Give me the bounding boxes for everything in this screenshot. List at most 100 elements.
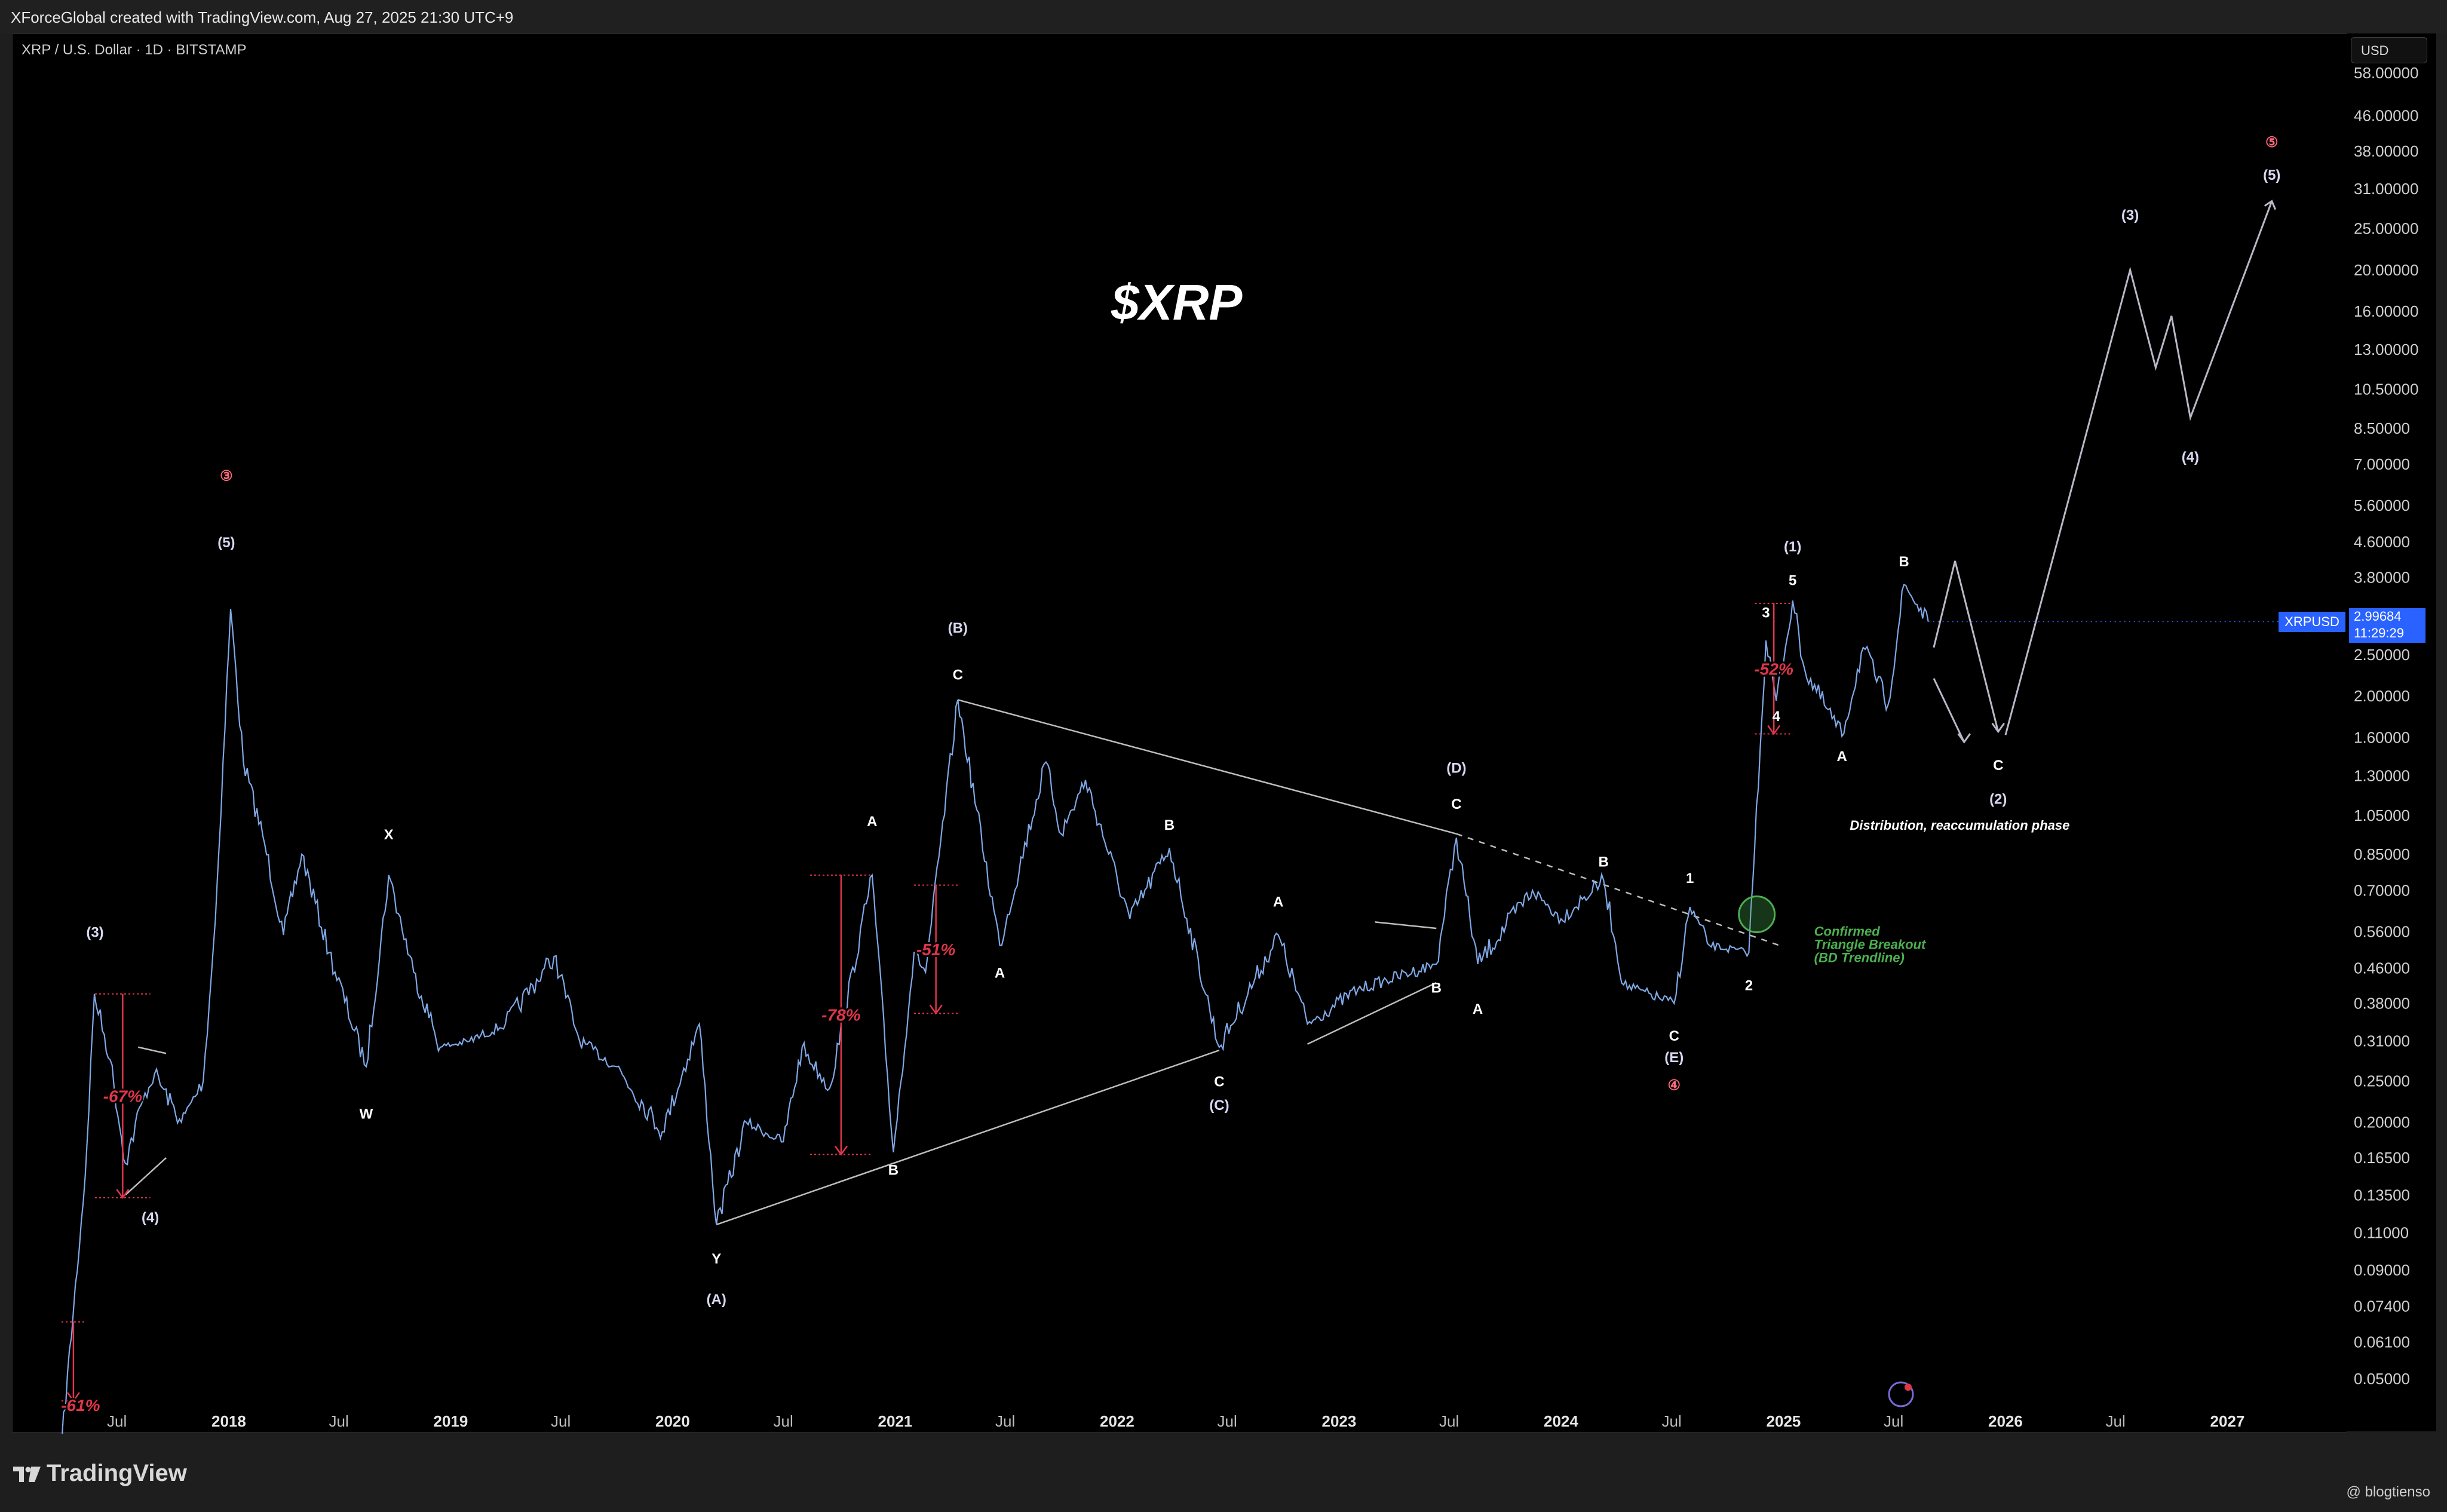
y-tick-label: 0.13500 (2354, 1186, 2410, 1204)
x-tick-label: Jul (329, 1412, 349, 1430)
wave-label: B (1899, 554, 1909, 570)
drawdown-label: -67% (103, 1087, 142, 1105)
wave-label: (5) (2263, 167, 2280, 183)
y-tick-label: 1.30000 (2354, 767, 2410, 785)
drawdown-arrow (116, 1189, 130, 1200)
price-tag-countdown: 11:29:29 (2354, 625, 2405, 640)
y-tick-label: 8.50000 (2354, 419, 2410, 437)
y-tick-label: 0.70000 (2354, 881, 2410, 899)
x-tick-label: 2022 (1100, 1412, 1134, 1430)
wave-label: B (1431, 980, 1442, 996)
x-tick-label: Jul (1218, 1412, 1237, 1430)
x-tick-label: 2024 (1544, 1412, 1578, 1430)
triangle-upper-trendline-extension (1456, 833, 1780, 946)
x-tick-label: Jul (107, 1412, 127, 1430)
wave-label: A (995, 965, 1005, 981)
wave-label: B (1599, 854, 1609, 870)
y-tick-label: 0.25000 (2354, 1072, 2410, 1090)
y-tick-label: 13.00000 (2354, 341, 2418, 358)
replay-icon (1888, 1381, 1914, 1407)
price-tag-price: 2.99684 (2354, 609, 2402, 624)
y-tick-label: 0.38000 (2354, 995, 2410, 1013)
pattern-line (138, 1046, 167, 1054)
wave-label: (5) (217, 535, 235, 551)
wave-label: (2) (1989, 792, 2007, 808)
drawdown-label: -52% (1754, 660, 1793, 678)
wave-label: C (1451, 796, 1461, 812)
tradingview-logo-icon (13, 1467, 41, 1483)
y-tick-label: 16.00000 (2354, 302, 2418, 320)
y-tick-label: 0.05000 (2354, 1370, 2410, 1388)
projection-arrowhead (2264, 200, 2277, 210)
wave-label: A (1273, 894, 1283, 910)
drawdown-label: -51% (916, 940, 955, 959)
wave-label: (B) (948, 620, 968, 636)
wave-label: C (953, 667, 963, 683)
drawdown-arrow (834, 1145, 848, 1156)
y-tick-label: 20.00000 (2354, 261, 2418, 279)
x-tick-label: Jul (1884, 1412, 1903, 1430)
wave-label: C (1669, 1028, 1679, 1044)
footer-bar (0, 1434, 2447, 1512)
wave-label: A (1473, 1001, 1483, 1017)
price-tag-value: 2.99684 11:29:29 (2349, 608, 2425, 643)
phase-label: Distribution, reaccumulation phase (1850, 818, 2069, 833)
replay-icon-dot (1905, 1384, 1912, 1391)
wave-label: (4) (142, 1210, 159, 1226)
symbol-description[interactable]: XRP / U.S. Dollar · 1D · BITSTAMP (22, 42, 247, 58)
y-tick-label: 0.11000 (2354, 1224, 2409, 1242)
y-tick-label: 38.00000 (2354, 142, 2418, 160)
y-tick-label: 0.20000 (2354, 1114, 2410, 1131)
currency-selector[interactable]: USD (2351, 37, 2427, 63)
wave-label: (C) (1209, 1097, 1229, 1114)
y-tick-label: 2.50000 (2354, 646, 2410, 664)
projection-path-alt (1933, 677, 1965, 743)
x-tick-label: Jul (2106, 1412, 2126, 1430)
y-tick-label: 0.56000 (2354, 923, 2410, 941)
wave-label: ⑤ (2265, 134, 2279, 151)
y-tick-label: 2.00000 (2354, 687, 2410, 705)
wave-label: B (888, 1162, 899, 1178)
wave-label: Y (712, 1251, 721, 1267)
wave-label: (E) (1664, 1050, 1684, 1066)
breakout-label: Triangle Breakout (1814, 937, 1927, 952)
wave-label: (4) (2182, 449, 2199, 465)
y-tick-label: 3.80000 (2354, 568, 2410, 586)
x-tick-label: 2020 (655, 1412, 690, 1430)
drawdown-arrow (929, 1004, 943, 1015)
drawdown-arrow (66, 1392, 80, 1403)
y-tick-label: 5.60000 (2354, 496, 2410, 514)
y-tick-label: 0.07400 (2354, 1298, 2410, 1315)
pattern-line (1375, 921, 1437, 930)
y-tick-label: 31.00000 (2354, 180, 2418, 198)
x-tick-label: 2026 (1988, 1412, 2023, 1430)
pattern-line (125, 1157, 167, 1196)
y-tick-label: 58.00000 (2354, 64, 2418, 82)
y-tick-label: 0.46000 (2354, 959, 2410, 977)
y-tick-label: 0.09000 (2354, 1261, 2410, 1279)
last-price-tag: XRPUSD 2.99684 11:29:29 (2279, 608, 2425, 643)
wave-label: 2 (1745, 978, 1753, 994)
wave-label: (D) (1446, 760, 1466, 777)
x-tick-label: 2018 (211, 1412, 246, 1430)
wave-label: ④ (1667, 1078, 1681, 1094)
y-tick-label: 10.50000 (2354, 380, 2418, 398)
wave-label: (A) (707, 1292, 726, 1308)
top-bar: XForceGlobal created with TradingView.co… (0, 0, 2447, 33)
wave-label: (1) (1784, 539, 1801, 555)
drawdown-label: -61% (61, 1396, 100, 1415)
wave-label: (3) (86, 925, 103, 941)
chart-pane[interactable] (12, 33, 2347, 1433)
publish-caption: XForceGlobal created with TradingView.co… (11, 8, 514, 26)
y-tick-label: 46.00000 (2354, 107, 2418, 125)
x-tick-label: 2025 (1767, 1412, 1801, 1430)
y-tick-label: 1.60000 (2354, 728, 2410, 746)
y-tick-label: 0.85000 (2354, 845, 2410, 863)
tradingview-logo[interactable]: TradingView (13, 1460, 187, 1487)
wave-label: C (1214, 1074, 1224, 1090)
x-tick-label: 2019 (434, 1412, 468, 1430)
price-scale-pane[interactable] (2347, 33, 2436, 1431)
pattern-line (1307, 982, 1437, 1045)
breakout-label: (BD Trendline) (1814, 950, 1905, 965)
